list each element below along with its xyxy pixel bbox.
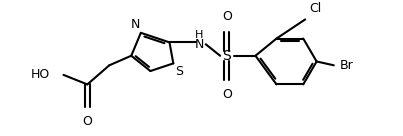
Text: S: S — [175, 65, 183, 78]
Text: N: N — [194, 38, 204, 51]
Text: Cl: Cl — [309, 2, 321, 15]
Text: Br: Br — [340, 59, 353, 72]
Text: N: N — [131, 18, 140, 31]
Text: O: O — [222, 10, 232, 23]
Text: HO: HO — [31, 68, 50, 81]
Text: O: O — [82, 115, 92, 128]
Text: S: S — [222, 49, 231, 63]
Text: O: O — [222, 88, 232, 101]
Text: H: H — [195, 30, 203, 40]
